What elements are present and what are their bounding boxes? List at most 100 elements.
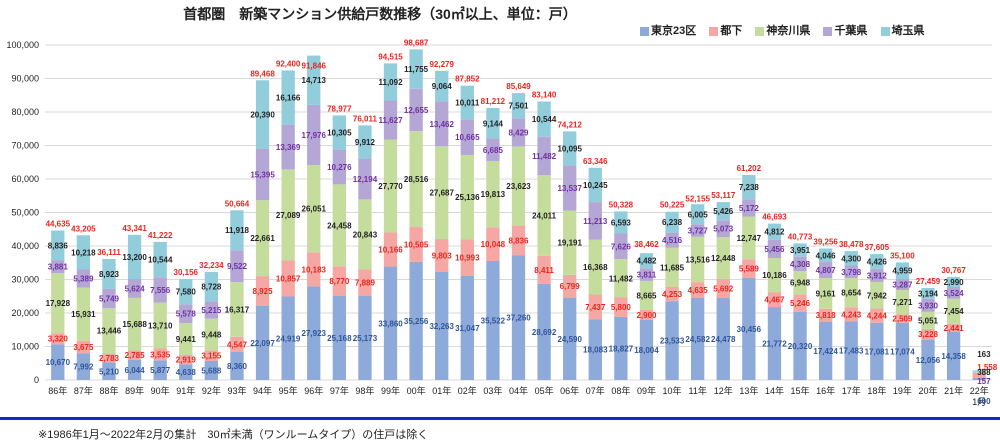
bar-segment <box>767 257 782 293</box>
data-label: 3,287 <box>892 281 913 290</box>
bar-segment <box>281 296 295 380</box>
x-tick-label: 12年 <box>714 385 733 396</box>
data-label: 10,095 <box>557 144 582 153</box>
bar-segment <box>972 372 986 378</box>
data-label: 2,441 <box>944 324 965 333</box>
bar-segment <box>358 295 372 380</box>
bar-segment <box>179 278 193 305</box>
bar-segment <box>102 288 116 309</box>
data-label: 24,011 <box>532 211 557 220</box>
data-label: 10,993 <box>455 254 480 263</box>
bar-segment <box>588 202 602 240</box>
x-tick-label: 89年 <box>125 385 144 396</box>
total-label: 35,100 <box>890 251 915 260</box>
data-label: 4,482 <box>636 257 657 266</box>
data-label: 16,317 <box>225 305 250 314</box>
bar-segment <box>409 226 423 262</box>
data-label: 27,089 <box>276 211 301 220</box>
data-label: 13,369 <box>276 143 301 152</box>
bar-segment <box>102 353 116 363</box>
bar-segment <box>281 70 295 125</box>
y-tick-label: 40,000 <box>11 241 39 251</box>
bar-segment <box>127 359 142 380</box>
data-label: 13,516 <box>685 255 710 264</box>
data-label: 17,081 <box>865 347 890 356</box>
bar-segment <box>563 274 577 298</box>
bar-segment <box>870 322 884 380</box>
total-label: 91,846 <box>302 61 327 70</box>
legend-swatch <box>880 26 890 36</box>
data-label: 4,959 <box>892 267 913 276</box>
bar-segment <box>460 85 474 120</box>
data-label: 10,670 <box>46 358 71 367</box>
data-label: 12,655 <box>404 106 429 115</box>
data-label: 10,183 <box>302 265 327 274</box>
total-label: 43,341 <box>122 224 147 233</box>
legend-item: 埼玉県 <box>880 22 925 38</box>
data-label: 7,238 <box>739 183 760 192</box>
data-label: 3,881 <box>48 263 69 272</box>
x-tick-label: 08年 <box>611 385 630 396</box>
bar-segment <box>127 297 142 351</box>
bar-segment <box>153 348 167 361</box>
data-label: 11,627 <box>379 116 404 125</box>
bar-segment <box>409 261 423 380</box>
legend-label: 埼玉県 <box>891 25 925 37</box>
x-tick-label: 06年 <box>560 385 579 396</box>
data-label: 24,590 <box>557 335 582 344</box>
data-label: 20,390 <box>250 110 275 119</box>
data-label: 5,051 <box>918 316 939 325</box>
data-label: 1,558 <box>977 363 998 372</box>
data-label: 8,665 <box>636 291 657 300</box>
data-label: 22,097 <box>250 339 275 348</box>
data-label: 7,437 <box>585 303 606 312</box>
total-label: 30,767 <box>941 266 966 275</box>
data-label: 16,368 <box>583 263 608 272</box>
bar-segment <box>946 331 961 380</box>
x-tick-label: 16年 <box>816 385 835 396</box>
data-label: 7,556 <box>150 286 171 295</box>
data-label: 7,501 <box>508 102 529 111</box>
bar-segment <box>230 336 244 352</box>
bar-segment <box>383 266 398 380</box>
bar-segment <box>179 323 193 355</box>
bar-segment <box>51 230 65 261</box>
bar-segment <box>614 316 628 380</box>
data-label: 8,728 <box>201 283 222 292</box>
legend: 東京23区 都下 神奈川県 千葉県 埼玉県 <box>640 22 935 38</box>
data-label: 5,692 <box>713 284 734 293</box>
data-label: 8,654 <box>841 289 862 298</box>
bar-segment <box>102 308 116 354</box>
data-label: 5,426 <box>713 207 734 216</box>
data-label: 19,191 <box>557 239 582 248</box>
data-label: 9,448 <box>201 331 222 340</box>
data-label: 7,942 <box>867 291 888 300</box>
x-tick-label: 95年 <box>279 385 298 396</box>
data-label: 26,051 <box>302 205 327 214</box>
data-label: 2,785 <box>125 351 146 360</box>
bar-segment <box>614 233 628 260</box>
total-label: 52,155 <box>685 194 710 203</box>
bar-segment <box>204 272 219 302</box>
data-label: 10,245 <box>583 181 608 190</box>
data-label: 2,919 <box>176 356 197 365</box>
data-label: 17,483 <box>839 347 864 356</box>
legend-item: 都下 <box>709 22 742 38</box>
legend-swatch <box>755 26 765 36</box>
bar-segment <box>511 118 526 147</box>
x-tick-label: 13年 <box>739 385 758 396</box>
total-label: 41,222 <box>148 231 173 240</box>
data-label: 17,928 <box>46 299 71 308</box>
bar-segment <box>972 371 986 373</box>
y-tick-label: 30,000 <box>11 275 39 285</box>
data-label: 5,172 <box>739 204 760 213</box>
bar-segment <box>716 278 730 298</box>
data-label: 20,320 <box>788 342 813 351</box>
data-label: 7,889 <box>355 278 376 287</box>
data-label: 4,638 <box>176 368 197 377</box>
bar-segment <box>511 225 526 256</box>
data-label: 3,818 <box>816 311 837 320</box>
bar-segment <box>51 344 65 380</box>
total-label: 50,664 <box>225 199 250 208</box>
bar-segment <box>691 236 705 283</box>
